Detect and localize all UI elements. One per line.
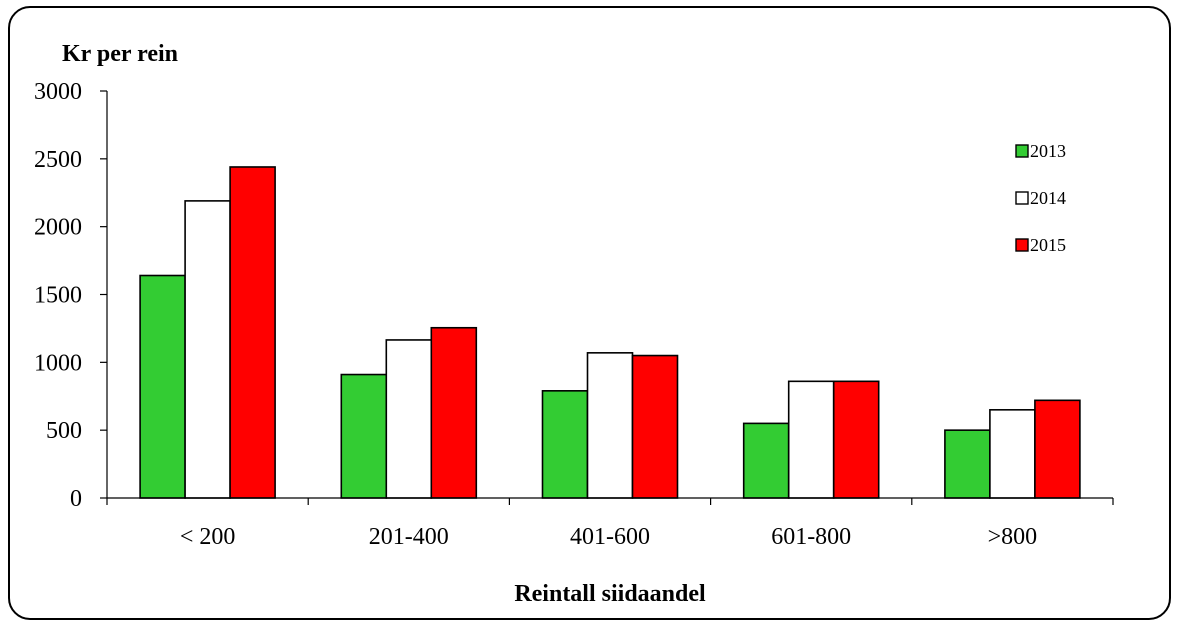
legend-swatch-2013 [1016, 145, 1028, 157]
y-tick-label: 500 [46, 418, 82, 444]
y-tick-label: 1000 [34, 350, 82, 376]
bar-2014-201-400 [386, 340, 431, 498]
legend-label-2013: 2013 [1030, 141, 1066, 161]
bar-2013-800 [945, 430, 990, 498]
bar-2015-800 [1035, 400, 1080, 498]
bar-2013-401-600 [543, 391, 588, 498]
x-axis-title: Reintall siidaandel [514, 581, 706, 607]
legend: 2013 2014 2015 [1016, 141, 1066, 255]
x-tick-label: < 200 [180, 524, 236, 550]
y-axis-title: Kr per rein [62, 41, 178, 67]
x-ticks-group: < 200 201-400 401-600 601-800 >800 [107, 498, 1113, 550]
y-tick-label: 1500 [34, 283, 82, 309]
bar-2015-200 [230, 167, 275, 498]
bar-2015-601-800 [834, 381, 879, 498]
y-tick-label: 2500 [34, 147, 82, 173]
bars-group [140, 167, 1080, 498]
y-tick-label: 3000 [34, 79, 82, 105]
y-tick-label: 0 [70, 486, 82, 512]
bar-2015-401-600 [633, 356, 678, 498]
bar-2014-601-800 [789, 381, 834, 498]
legend-label-2015: 2015 [1030, 235, 1066, 255]
bar-2013-201-400 [341, 375, 386, 498]
legend-swatch-2014 [1016, 192, 1028, 204]
bar-2014-800 [990, 410, 1035, 498]
bar-2014-200 [185, 201, 230, 498]
bar-2015-201-400 [431, 328, 476, 498]
x-tick-label: 601-800 [771, 524, 851, 550]
y-tick-label: 2000 [34, 215, 82, 241]
legend-label-2014: 2014 [1030, 188, 1066, 208]
bar-2013-601-800 [744, 423, 789, 498]
bar-2013-200 [140, 276, 185, 498]
x-tick-label: 401-600 [570, 524, 650, 550]
bar-2014-401-600 [588, 353, 633, 498]
legend-swatch-2015 [1016, 239, 1028, 251]
x-tick-label: 201-400 [369, 524, 449, 550]
y-ticks-group: 0 500 1000 1500 2000 2500 3000 [34, 79, 107, 512]
x-tick-label: >800 [988, 524, 1038, 550]
